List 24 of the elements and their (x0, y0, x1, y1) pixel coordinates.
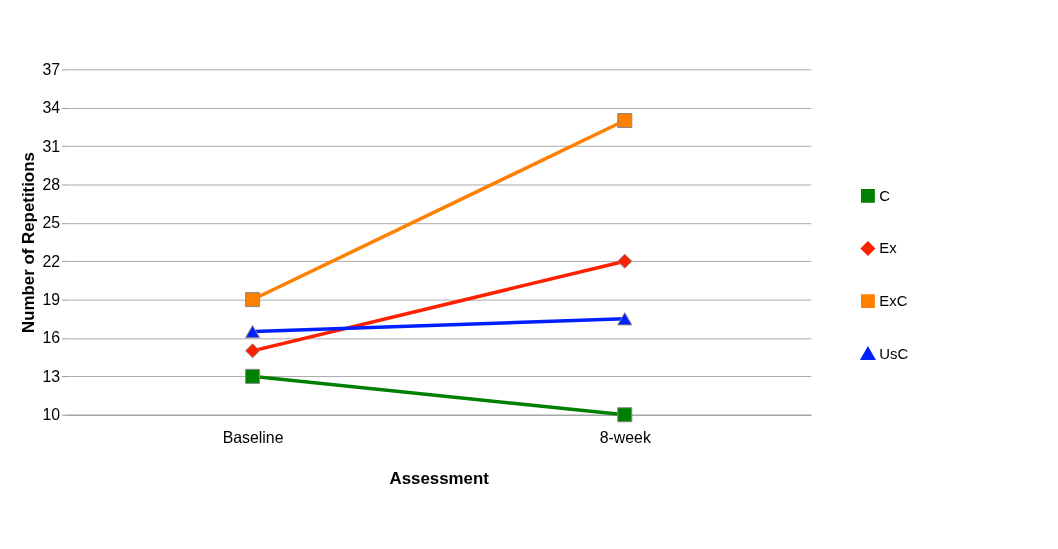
point (245, 343, 261, 359)
y-tick-label: 31 (42, 137, 61, 155)
legend-label: ExC (879, 293, 908, 310)
legend-label: Ex (879, 240, 898, 257)
y-tick-label: 28 (42, 175, 61, 193)
y-tick-label: 34 (42, 99, 61, 117)
legend-label: C (879, 187, 891, 204)
y-tick-label: 22 (42, 252, 61, 270)
x-tick-label: Baseline (222, 429, 284, 447)
x-tick-label: 8-week (599, 429, 651, 447)
y-tick-label: 10 (42, 406, 61, 424)
y-tick-label: 16 (42, 329, 61, 347)
point (617, 253, 633, 269)
y-tick-label: 37 (42, 60, 61, 78)
y-tick-label: 19 (42, 291, 61, 309)
y-tick-label: 25 (42, 214, 61, 232)
y-tick-label: 13 (42, 367, 61, 385)
point (245, 368, 261, 384)
legend-label: UsC (879, 345, 909, 362)
x-axis-title: Assessment (389, 468, 490, 488)
point (245, 292, 261, 308)
point (617, 113, 633, 129)
y-axis-title: Number of Repetitions (19, 152, 39, 333)
point (617, 407, 633, 423)
